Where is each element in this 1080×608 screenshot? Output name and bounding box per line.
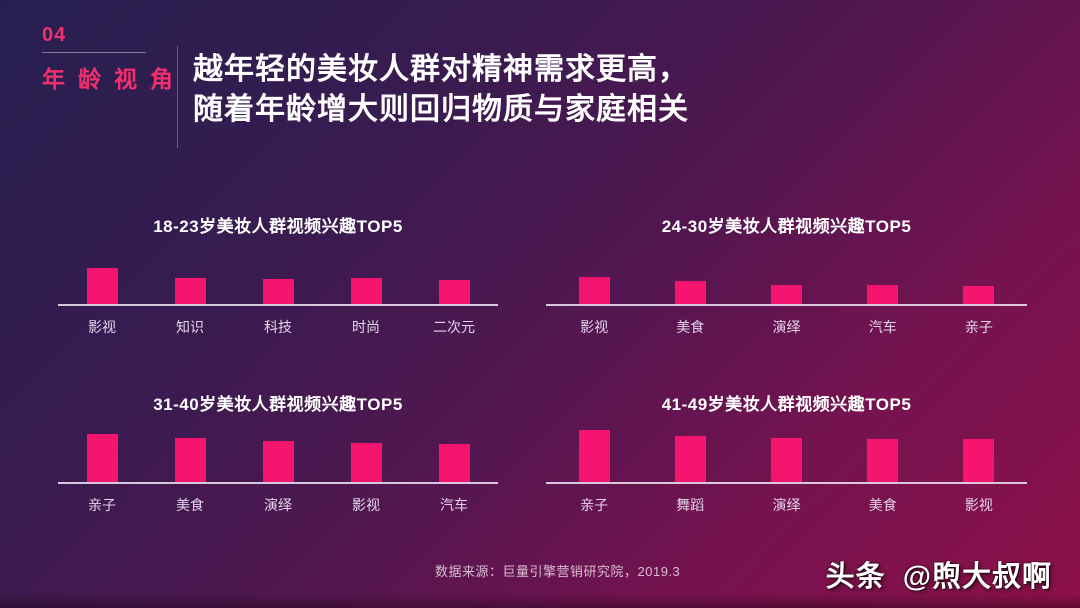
category-label: 亲子 bbox=[580, 497, 609, 513]
bar-cell bbox=[410, 240, 498, 304]
chart-category-labels: 影视 知识 科技 时尚 二次元 bbox=[58, 317, 498, 337]
category-label: 演绎 bbox=[264, 497, 292, 513]
bar-cell bbox=[931, 240, 1027, 304]
bar-亲子 bbox=[963, 286, 995, 304]
category-label: 演绎 bbox=[772, 319, 801, 335]
title-divider bbox=[177, 46, 178, 148]
bar-cell bbox=[322, 240, 410, 304]
category-label: 亲子 bbox=[964, 319, 993, 335]
slide-title-line2: 随着年龄增大则回归物质与家庭相关 bbox=[193, 93, 689, 126]
category-label: 影视 bbox=[88, 319, 116, 335]
bar-知识 bbox=[174, 278, 206, 304]
chart-category-labels: 亲子 舞蹈 演绎 美食 影视 bbox=[546, 495, 1027, 515]
bar-科技 bbox=[262, 279, 294, 304]
chart-age-18-23: 18-23岁美妆人群视频兴趣TOP5 影视 知识 科技 时尚 二次元 bbox=[58, 212, 498, 337]
bar-cell bbox=[835, 418, 931, 482]
bar-cell bbox=[58, 418, 146, 482]
bar-cell bbox=[146, 240, 234, 304]
bar-演绎 bbox=[262, 441, 294, 482]
chart-category-labels: 亲子 美食 演绎 影视 汽车 bbox=[58, 495, 498, 515]
section-label: 年龄视角 bbox=[42, 66, 186, 92]
chart-title: 31-40岁美妆人群视频兴趣TOP5 bbox=[153, 395, 403, 414]
category-label: 影视 bbox=[964, 497, 993, 513]
category-label: 知识 bbox=[176, 319, 204, 335]
bar-cell bbox=[738, 240, 834, 304]
data-source-note: 数据来源：巨量引擎营销研究院，2019.3 bbox=[435, 564, 681, 579]
bar-影视 bbox=[963, 439, 995, 482]
chart-age-24-30: 24-30岁美妆人群视频兴趣TOP5 影视 美食 演绎 汽车 亲子 bbox=[546, 212, 1027, 337]
bar-cell bbox=[234, 418, 322, 482]
category-label: 演绎 bbox=[772, 497, 801, 513]
category-label: 亲子 bbox=[88, 497, 116, 513]
chart-age-31-40: 31-40岁美妆人群视频兴趣TOP5 亲子 美食 演绎 影视 汽车 bbox=[58, 390, 498, 515]
bar-汽车 bbox=[867, 285, 899, 304]
bar-cell bbox=[58, 240, 146, 304]
chart-title: 24-30岁美妆人群视频兴趣TOP5 bbox=[661, 217, 912, 236]
chart-plot-area bbox=[546, 418, 1027, 484]
category-label: 美食 bbox=[176, 497, 204, 513]
watermark-handle: @煦大叔啊 bbox=[902, 561, 1052, 593]
chart-plot-area bbox=[546, 240, 1027, 306]
category-label: 影视 bbox=[352, 497, 380, 513]
bar-亲子 bbox=[86, 434, 118, 482]
bar-亲子 bbox=[578, 430, 610, 482]
chart-category-labels: 影视 美食 演绎 汽车 亲子 bbox=[546, 317, 1027, 337]
slide-title: 越年轻的美妆人群对精神需求更高， 随着年龄增大则回归物质与家庭相关 bbox=[193, 50, 689, 130]
chart-plot-area bbox=[58, 418, 498, 484]
watermark: 头条 @煦大叔啊 bbox=[826, 553, 1052, 595]
chart-plot-area bbox=[58, 240, 498, 306]
bar-cell bbox=[234, 240, 322, 304]
bar-cell bbox=[835, 240, 931, 304]
bar-cell bbox=[146, 418, 234, 482]
bar-影视 bbox=[350, 443, 382, 482]
section-number-underline bbox=[42, 52, 146, 53]
chart-title: 41-49岁美妆人群视频兴趣TOP5 bbox=[661, 395, 912, 414]
chart-age-41-49: 41-49岁美妆人群视频兴趣TOP5 亲子 舞蹈 演绎 美食 影视 bbox=[546, 390, 1027, 515]
bar-二次元 bbox=[438, 280, 470, 304]
bar-演绎 bbox=[771, 285, 802, 304]
bar-cell bbox=[642, 418, 738, 482]
bar-cell bbox=[931, 418, 1027, 482]
category-label: 科技 bbox=[264, 319, 292, 335]
bar-影视 bbox=[578, 277, 610, 304]
chart-title: 18-23岁美妆人群视频兴趣TOP5 bbox=[153, 217, 403, 236]
bar-cell bbox=[546, 240, 642, 304]
bar-cell bbox=[410, 418, 498, 482]
bar-演绎 bbox=[771, 438, 802, 482]
category-label: 美食 bbox=[676, 319, 705, 335]
bar-影视 bbox=[86, 268, 118, 304]
bar-时尚 bbox=[350, 278, 382, 304]
section-number: 04 bbox=[42, 24, 67, 46]
bar-舞蹈 bbox=[674, 436, 706, 482]
bar-美食 bbox=[867, 439, 899, 482]
category-label: 舞蹈 bbox=[676, 497, 705, 513]
bar-cell bbox=[738, 418, 834, 482]
category-label: 二次元 bbox=[433, 319, 475, 335]
category-label: 汽车 bbox=[868, 319, 897, 335]
category-label: 汽车 bbox=[440, 497, 468, 513]
bar-cell bbox=[642, 240, 738, 304]
bar-cell bbox=[546, 418, 642, 482]
bar-美食 bbox=[674, 281, 706, 304]
category-label: 时尚 bbox=[352, 319, 380, 335]
category-label: 影视 bbox=[580, 319, 609, 335]
category-label: 美食 bbox=[868, 497, 897, 513]
bar-汽车 bbox=[438, 444, 470, 482]
watermark-brand: 头条 bbox=[825, 561, 886, 593]
bar-美食 bbox=[174, 438, 206, 482]
slide-title-line1: 越年轻的美妆人群对精神需求更高， bbox=[193, 53, 689, 86]
bar-cell bbox=[322, 418, 410, 482]
